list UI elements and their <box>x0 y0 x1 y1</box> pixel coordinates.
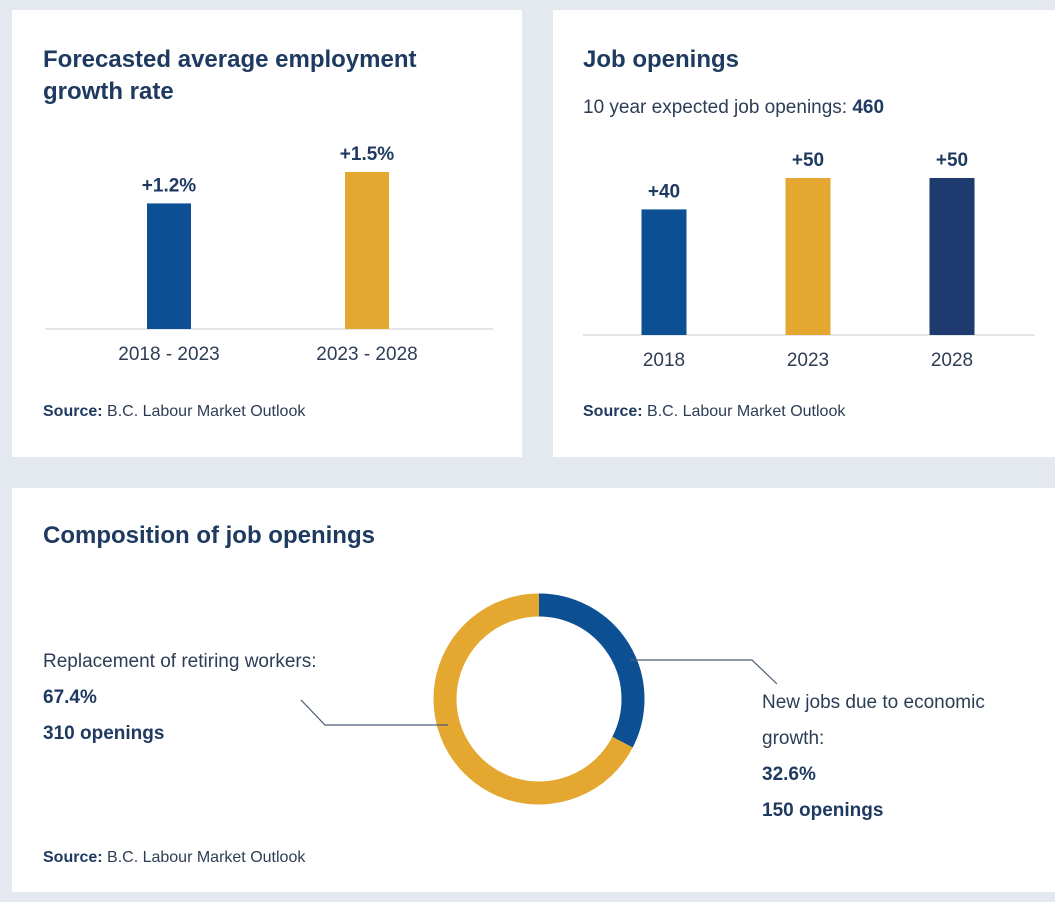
openings-source-text: B.C. Labour Market Outlook <box>642 403 846 420</box>
growth-bar-chart: +1.2% 2018 - 2023 +1.5% 2023 - 2028 <box>45 144 493 365</box>
composition-donut-chart <box>300 593 778 805</box>
x-tick-label: 2018 <box>643 350 685 371</box>
replacement-leader-line <box>300 699 448 726</box>
new-jobs-openings: 150 openings <box>762 800 884 821</box>
composition-source-label: Source: <box>43 849 103 866</box>
x-tick-label: 2028 <box>931 350 973 371</box>
data-label: +50 <box>936 150 968 171</box>
x-tick-label: 2023 - 2028 <box>316 344 417 365</box>
composition-chart-title: Composition of job openings <box>43 522 375 549</box>
openings-bar-chart: +40 2018 +50 2023 +50 2028 <box>583 150 1035 371</box>
bar <box>785 178 831 335</box>
openings-subtitle-prefix: 10 year expected job openings: <box>583 97 853 118</box>
pie-label-new-jobs: New jobs due to economic growth: 32.6% 1… <box>762 685 985 829</box>
x-tick-label: 2018 - 2023 <box>118 344 219 365</box>
growth-source-label: Source: <box>43 403 103 420</box>
new-jobs-label-line1: New jobs due to economic <box>762 692 985 713</box>
new-jobs-percent: 32.6% <box>762 764 816 785</box>
openings-subtitle: 10 year expected job openings: 460 <box>583 97 884 119</box>
pie-label-replacement: Replacement of retiring workers: 67.4% 3… <box>43 644 317 752</box>
pie-slice <box>433 593 633 805</box>
growth-chart-title: Forecasted average employment growth rat… <box>43 44 417 108</box>
x-tick-label: 2023 <box>787 350 829 371</box>
new-jobs-leader-line <box>630 659 778 685</box>
growth-source: Source: B.C. Labour Market Outlook <box>43 403 305 421</box>
data-label: +40 <box>648 181 680 202</box>
growth-rate-card: Forecasted average employment growth rat… <box>12 10 522 457</box>
replacement-label: Replacement of retiring workers: <box>43 651 317 672</box>
composition-source-text: B.C. Labour Market Outlook <box>102 849 306 866</box>
job-openings-card: Job openings 10 year expected job openin… <box>553 10 1055 457</box>
growth-source-text: B.C. Labour Market Outlook <box>102 403 306 420</box>
growth-title-line2: growth rate <box>43 78 174 105</box>
data-label: +1.5% <box>340 144 395 165</box>
pie-slice <box>538 593 645 748</box>
openings-source-label: Source: <box>583 403 643 420</box>
growth-title-line1: Forecasted average employment <box>43 46 417 73</box>
replacement-openings: 310 openings <box>43 723 165 744</box>
openings-chart-title: Job openings <box>583 46 739 73</box>
composition-card: Composition of job openings Replacement … <box>12 488 1055 892</box>
replacement-percent: 67.4% <box>43 687 97 708</box>
bar <box>641 209 687 335</box>
data-label: +50 <box>792 150 824 171</box>
new-jobs-label-line2: growth: <box>762 728 825 749</box>
bar <box>929 178 975 335</box>
bar <box>147 203 191 329</box>
openings-source: Source: B.C. Labour Market Outlook <box>583 403 845 421</box>
bar <box>345 172 389 329</box>
openings-total-value: 460 <box>852 97 885 118</box>
data-label: +1.2% <box>142 175 197 196</box>
composition-source: Source: B.C. Labour Market Outlook <box>43 849 305 867</box>
